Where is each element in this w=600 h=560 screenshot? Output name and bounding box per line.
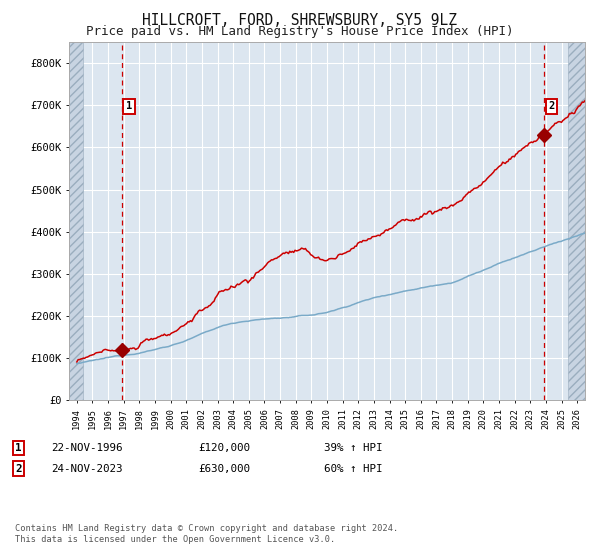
Text: 60% ↑ HPI: 60% ↑ HPI: [324, 464, 383, 474]
Text: 2: 2: [548, 101, 554, 111]
Text: 1: 1: [126, 101, 133, 111]
Text: 24-NOV-2023: 24-NOV-2023: [51, 464, 122, 474]
Text: Price paid vs. HM Land Registry's House Price Index (HPI): Price paid vs. HM Land Registry's House …: [86, 25, 514, 38]
Bar: [69, 42, 83, 400]
Text: This data is licensed under the Open Government Licence v3.0.: This data is licensed under the Open Gov…: [15, 535, 335, 544]
Text: £630,000: £630,000: [198, 464, 250, 474]
Text: Contains HM Land Registry data © Crown copyright and database right 2024.: Contains HM Land Registry data © Crown c…: [15, 524, 398, 533]
Bar: [568, 42, 585, 400]
Text: 1: 1: [15, 443, 22, 453]
Text: 2: 2: [15, 464, 22, 474]
Text: HILLCROFT, FORD, SHREWSBURY, SY5 9LZ: HILLCROFT, FORD, SHREWSBURY, SY5 9LZ: [143, 13, 458, 29]
Text: 39% ↑ HPI: 39% ↑ HPI: [324, 443, 383, 453]
Text: 22-NOV-1996: 22-NOV-1996: [51, 443, 122, 453]
Text: £120,000: £120,000: [198, 443, 250, 453]
